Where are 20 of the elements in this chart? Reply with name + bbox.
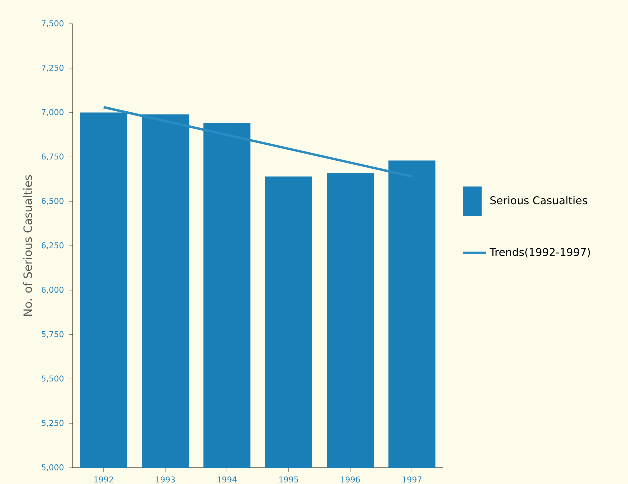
y-tick-label: 5,500 [42, 376, 64, 383]
y-tick-label: 5,750 [42, 331, 64, 338]
y-tick-label: 6,500 [42, 198, 64, 206]
y-tick-label: 7,500 [42, 20, 64, 28]
y-tick-label: 6,250 [42, 242, 64, 250]
text: Serious Casualties [490, 196, 588, 205]
x-tick-label: 1993 [156, 476, 176, 483]
y-tick-label: 7,000 [42, 109, 64, 116]
x-tick-label: 1992 [94, 476, 114, 483]
y-tick-label: 6,750 [42, 154, 64, 161]
y-tick-label: 6,000 [42, 286, 64, 294]
y-axis-title: No. of Serious Casualties [23, 175, 32, 316]
x-tick-label: 1996 [341, 476, 360, 483]
x-tick-label: 1997 [402, 476, 422, 483]
x-tick-label: 1994 [218, 476, 237, 483]
y-tick-label: 7,250 [42, 64, 64, 72]
y-tick-label: 5,250 [42, 420, 64, 428]
x-tick-label: 1995 [280, 476, 298, 483]
legend-label: Trends(1992-1997) [490, 248, 590, 258]
y-tick-label: 5,000 [42, 464, 64, 472]
